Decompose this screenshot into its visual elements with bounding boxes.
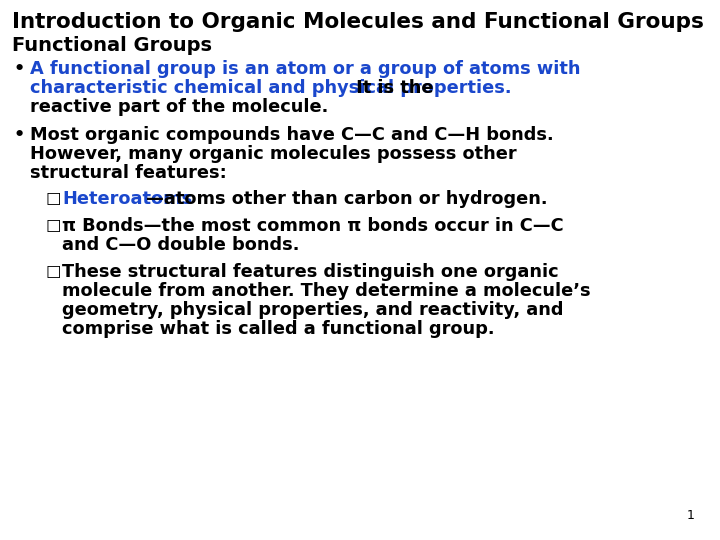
- Text: reactive part of the molecule.: reactive part of the molecule.: [30, 98, 328, 116]
- Text: •: •: [14, 126, 25, 144]
- Text: π Bonds—the most common π bonds occur in C—C: π Bonds—the most common π bonds occur in…: [62, 217, 564, 235]
- Text: characteristic chemical and physical properties.: characteristic chemical and physical pro…: [30, 79, 511, 97]
- Text: □: □: [46, 217, 61, 232]
- Text: However, many organic molecules possess other: However, many organic molecules possess …: [30, 145, 517, 163]
- Text: 1: 1: [687, 509, 695, 522]
- Text: It is the: It is the: [350, 79, 433, 97]
- Text: Introduction to Organic Molecules and Functional Groups: Introduction to Organic Molecules and Fu…: [12, 12, 704, 32]
- Text: □: □: [46, 190, 61, 205]
- Text: geometry, physical properties, and reactivity, and: geometry, physical properties, and react…: [62, 301, 564, 319]
- Text: A functional group is an atom or a group of atoms with: A functional group is an atom or a group…: [30, 60, 580, 78]
- Text: •: •: [14, 60, 25, 78]
- Text: □: □: [46, 263, 61, 278]
- Text: Most organic compounds have C—C and C—H bonds.: Most organic compounds have C—C and C—H …: [30, 126, 554, 144]
- Text: These structural features distinguish one organic: These structural features distinguish on…: [62, 263, 559, 281]
- Text: structural features:: structural features:: [30, 164, 227, 182]
- Text: Functional Groups: Functional Groups: [12, 36, 212, 55]
- Text: comprise what is called a functional group.: comprise what is called a functional gro…: [62, 320, 495, 338]
- Text: Heteroatoms: Heteroatoms: [62, 190, 192, 208]
- Text: and C—O double bonds.: and C—O double bonds.: [62, 236, 300, 254]
- Text: —atoms other than carbon or hydrogen.: —atoms other than carbon or hydrogen.: [146, 190, 547, 208]
- Text: molecule from another. They determine a molecule’s: molecule from another. They determine a …: [62, 282, 590, 300]
